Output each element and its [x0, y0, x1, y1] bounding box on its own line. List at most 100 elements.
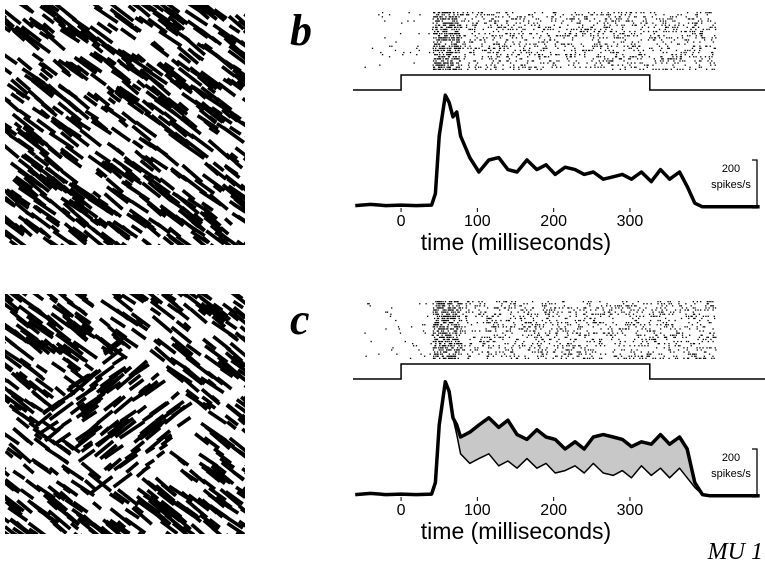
spike-dot	[458, 46, 459, 47]
spike-dot	[642, 27, 643, 28]
spike-dot	[634, 31, 635, 32]
spike-dot	[605, 27, 606, 28]
spike-dot	[564, 354, 565, 355]
spike-dot	[601, 343, 602, 344]
spike-dot	[644, 335, 645, 336]
spike-dot	[691, 316, 692, 317]
spike-dot	[598, 39, 599, 40]
spike-dot	[571, 18, 572, 19]
spike-dot	[455, 50, 456, 51]
spike-dot	[598, 314, 599, 315]
spike-dot	[628, 328, 629, 329]
spike-dot	[609, 60, 610, 61]
spike-dot	[419, 50, 420, 51]
spike-dot	[458, 50, 459, 51]
spike-dot	[636, 333, 637, 334]
spike-dot	[693, 307, 694, 308]
spike-dot	[495, 58, 496, 59]
spike-dot	[441, 67, 442, 68]
texture-bar	[15, 539, 35, 555]
texture-bar	[246, 135, 257, 143]
spike-dot	[589, 50, 590, 51]
spike-dot	[565, 35, 566, 36]
spike-dot	[608, 62, 609, 63]
spike-dot	[448, 65, 449, 66]
texture-bar	[150, 287, 159, 293]
spike-dot	[616, 18, 617, 19]
texture-bar	[241, 122, 254, 131]
spike-dot	[445, 341, 446, 342]
spike-dot	[458, 48, 459, 49]
spike-dot	[682, 335, 683, 336]
spike-dot	[455, 48, 456, 49]
spike-dot	[513, 316, 514, 317]
spike-dot	[705, 56, 706, 57]
spike-dot	[437, 16, 438, 17]
spike-dot	[528, 52, 529, 53]
spike-dot	[454, 33, 455, 34]
spike-dot	[649, 322, 650, 323]
texture-bar	[245, 122, 258, 132]
spike-dot	[523, 341, 524, 342]
spike-dot	[491, 58, 492, 59]
texture-bar	[10, 241, 17, 246]
spike-dot	[456, 335, 457, 336]
spike-dot	[572, 333, 573, 334]
spike-dot	[556, 54, 557, 55]
spike-dot	[433, 65, 434, 66]
texture-bar	[245, 396, 269, 412]
spike-dot	[443, 309, 444, 310]
texture-bar	[247, 413, 258, 421]
spike-dot	[451, 27, 452, 28]
spike-dot	[682, 333, 683, 334]
spike-dot	[535, 326, 536, 327]
spike-dot	[666, 62, 667, 63]
spike-dot	[487, 14, 488, 15]
spike-dot	[703, 29, 704, 30]
spike-dot	[534, 337, 535, 338]
spike-dot	[459, 33, 460, 34]
spike-dot	[672, 56, 673, 57]
spike-dot	[555, 333, 556, 334]
spike-dot	[522, 328, 523, 329]
spike-dot	[472, 312, 473, 313]
spike-dot	[626, 20, 627, 21]
texture-bar	[27, 250, 35, 255]
spike-dot	[462, 314, 463, 315]
spike-dot	[484, 23, 485, 24]
spike-dot	[705, 305, 706, 306]
spike-dot	[698, 27, 699, 28]
spike-dot	[485, 50, 486, 51]
spike-dot	[621, 12, 622, 13]
spike-dot	[643, 50, 644, 51]
spike-dot	[616, 356, 617, 357]
texture-bar	[253, 528, 260, 533]
spike-dot	[447, 50, 448, 51]
texture-bar	[244, 31, 252, 38]
spike-dot	[584, 358, 585, 359]
spike-dot	[472, 12, 473, 13]
spike-dot	[447, 303, 448, 304]
spike-dot	[687, 326, 688, 327]
spike-dot	[495, 69, 496, 70]
spike-dot	[634, 345, 635, 346]
spike-dot	[441, 65, 442, 66]
texture-bar	[0, 65, 11, 74]
spike-dot	[430, 343, 431, 344]
spike-dot	[678, 349, 679, 350]
spike-dot	[593, 358, 594, 359]
spike-dot	[489, 46, 490, 47]
psth-line	[355, 382, 759, 496]
spike-dot	[455, 316, 456, 317]
spike-dot	[666, 337, 667, 338]
spike-dot	[455, 314, 456, 315]
spike-dot	[611, 46, 612, 47]
spike-dot	[537, 23, 538, 24]
texture-bar	[252, 397, 271, 410]
spike-dot	[585, 67, 586, 68]
spike-dot	[468, 29, 469, 30]
spike-dot	[481, 316, 482, 317]
spike-dot	[449, 23, 450, 24]
spike-dot	[586, 16, 587, 17]
spike-dot	[446, 320, 447, 321]
